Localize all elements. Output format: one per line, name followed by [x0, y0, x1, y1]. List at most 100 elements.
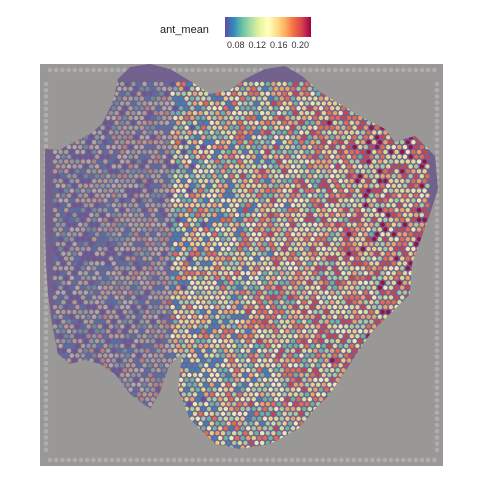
spot	[322, 315, 326, 319]
spot	[257, 222, 261, 226]
spot	[201, 116, 205, 120]
spot	[254, 140, 258, 144]
spot	[184, 252, 188, 256]
spot	[221, 237, 225, 241]
spot	[299, 402, 303, 406]
fiducial-dot	[209, 68, 214, 73]
spot	[58, 334, 62, 338]
spot	[336, 319, 340, 323]
spot	[72, 155, 76, 159]
spot	[344, 286, 348, 290]
spot	[305, 189, 309, 193]
spot	[358, 222, 362, 226]
spot	[112, 222, 116, 226]
spot	[364, 125, 368, 129]
spot	[296, 261, 300, 265]
fiducial-dot	[184, 458, 189, 463]
spot	[117, 300, 121, 304]
spot	[235, 358, 239, 362]
spot	[350, 189, 354, 193]
spot	[397, 290, 401, 294]
spot	[319, 368, 323, 372]
spot	[403, 203, 407, 207]
spot	[142, 324, 146, 328]
spot	[330, 213, 334, 217]
spot	[375, 164, 379, 168]
spot	[310, 363, 314, 367]
spot	[400, 140, 404, 144]
spot	[327, 150, 331, 154]
spot	[196, 290, 200, 294]
spot	[176, 218, 180, 222]
spot	[310, 169, 314, 173]
spot	[252, 319, 256, 323]
spot	[151, 339, 155, 343]
spot	[288, 344, 292, 348]
spot	[254, 218, 258, 222]
spot	[165, 179, 169, 183]
spot	[156, 184, 160, 188]
spot	[361, 276, 365, 280]
spot	[266, 169, 270, 173]
spot	[184, 387, 188, 391]
spot	[280, 407, 284, 411]
spot	[112, 329, 116, 333]
spot	[156, 193, 160, 197]
spot	[268, 125, 272, 129]
spot	[310, 315, 314, 319]
spot	[333, 373, 337, 377]
spot	[291, 378, 295, 382]
spot	[148, 392, 152, 396]
spot	[117, 184, 121, 188]
spot	[406, 237, 410, 241]
spot	[355, 247, 359, 251]
spot	[179, 145, 183, 149]
spot	[126, 227, 130, 231]
spot	[190, 116, 194, 120]
spot	[170, 140, 174, 144]
spot	[159, 82, 163, 86]
spot	[294, 198, 298, 202]
spot	[70, 227, 74, 231]
spot	[232, 305, 236, 309]
spot	[70, 334, 74, 338]
spot	[372, 140, 376, 144]
spot	[386, 193, 390, 197]
spot	[336, 106, 340, 110]
spot	[103, 150, 107, 154]
spot	[280, 116, 284, 120]
spot	[333, 179, 337, 183]
spot	[291, 387, 295, 391]
spot	[291, 407, 295, 411]
spot	[151, 271, 155, 275]
fiducial-dot	[435, 404, 440, 409]
spot	[207, 358, 211, 362]
spot	[215, 227, 219, 231]
spot	[162, 281, 166, 285]
spot	[201, 213, 205, 217]
spot	[112, 290, 116, 294]
spot	[182, 130, 186, 134]
fiducial-dot	[147, 458, 152, 463]
spot	[154, 256, 158, 260]
spot	[165, 256, 169, 260]
fiducial-dot	[44, 119, 49, 124]
spot	[347, 116, 351, 120]
spot	[246, 164, 250, 168]
fiducial-dot	[221, 458, 226, 463]
spot	[330, 261, 334, 265]
spot	[210, 353, 214, 357]
spot	[330, 116, 334, 120]
spot	[341, 310, 345, 314]
spot	[120, 159, 124, 163]
spot	[266, 218, 270, 222]
spot	[313, 232, 317, 236]
spot	[56, 290, 60, 294]
spot	[148, 121, 152, 125]
spot	[389, 276, 393, 280]
spot	[114, 92, 118, 96]
spot	[142, 334, 146, 338]
spot	[207, 271, 211, 275]
spot	[229, 387, 233, 391]
spot	[98, 266, 102, 270]
